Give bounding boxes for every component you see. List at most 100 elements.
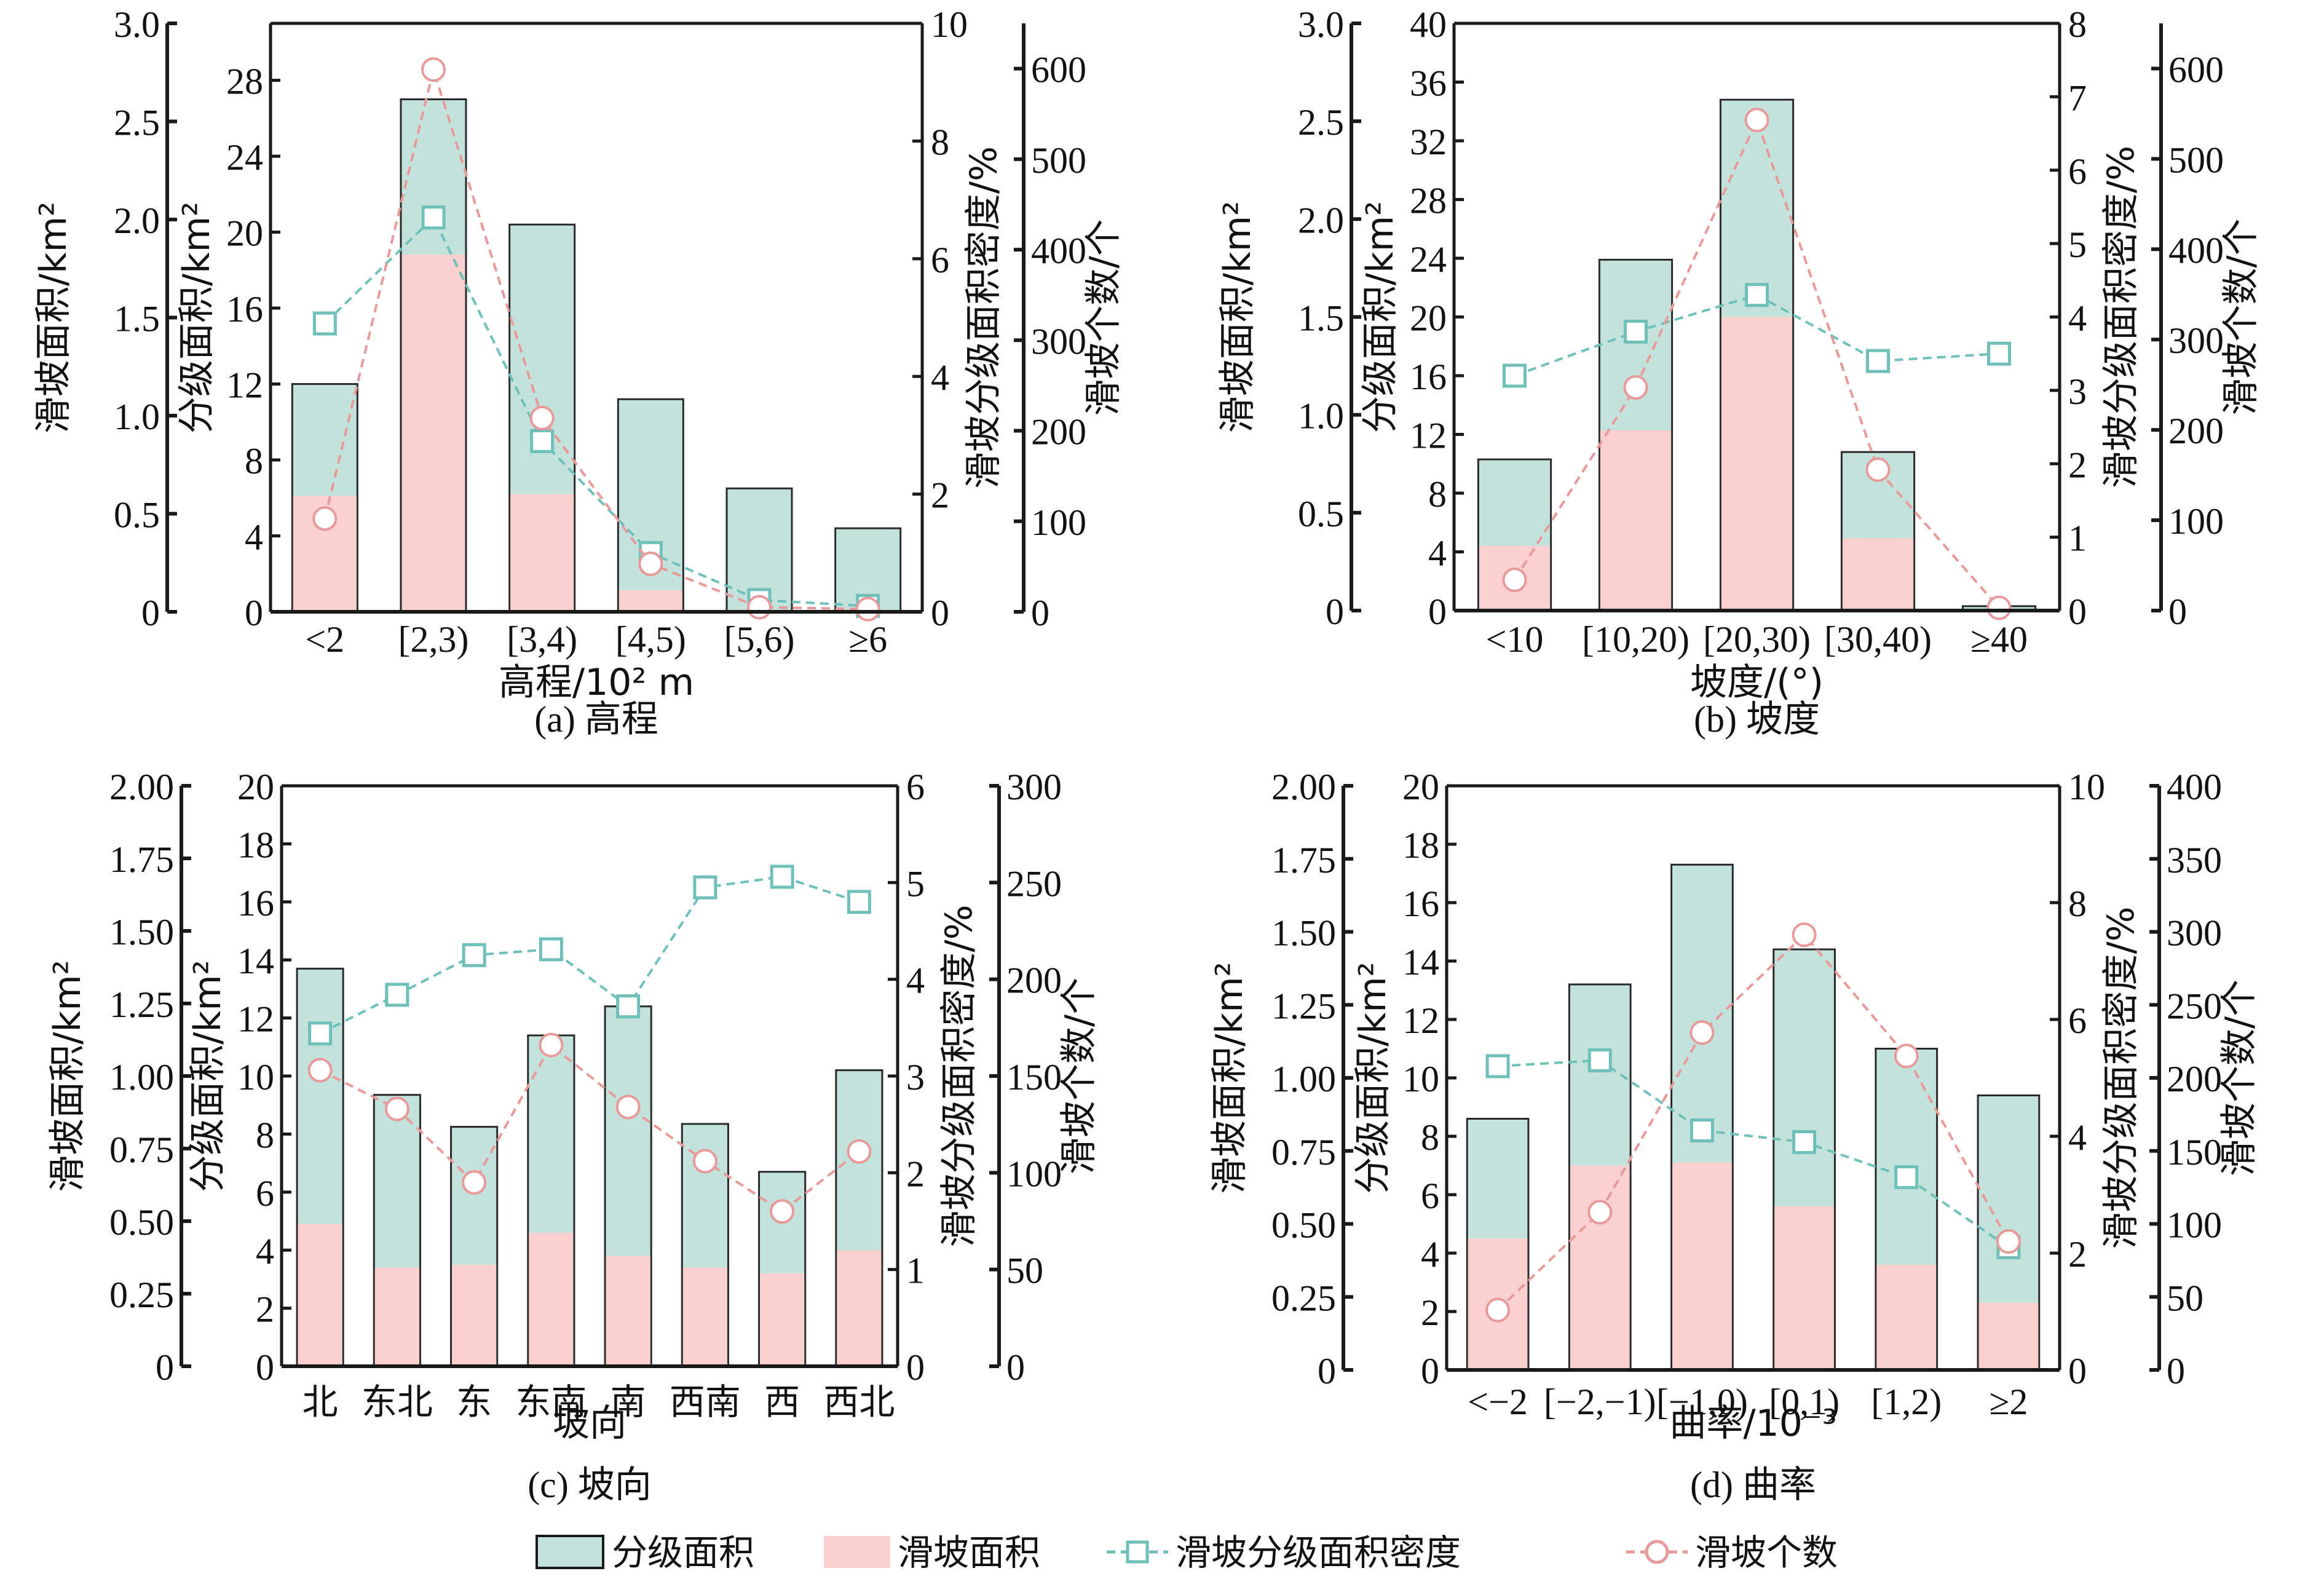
density-point <box>421 205 446 230</box>
y-tick-label: 2.00 <box>109 767 174 807</box>
y-tick-label: 20 <box>237 767 274 807</box>
count-axis-title: 滑坡个数/个 <box>1057 978 1101 1174</box>
y-tick-label: 6 <box>1421 1176 1439 1216</box>
x-tick-label: [0,1) <box>1769 1382 1840 1422</box>
bar-landslide-area <box>1978 1302 2039 1370</box>
y-tick-label: 4 <box>2068 298 2087 339</box>
y-tick-label: 0 <box>1318 1351 1336 1391</box>
chart-panel-a: <2 [2,3) [3,4) [4,5) [5,6) ≥6 0 0.5 1.0 1.5 2.0 2.5… <box>32 4 1125 740</box>
y-tick-label: 4 <box>256 1231 274 1272</box>
panel-caption: (c) 坡向 <box>528 1465 652 1505</box>
area-axis-title: 分级面积/km² <box>1359 201 1402 433</box>
y-tick-label: 8 <box>256 1115 274 1155</box>
y-tick-label: 2.0 <box>1298 200 1344 240</box>
x-axis-title: 坡度/(°) <box>1690 661 1824 704</box>
y-tick-label: 4 <box>931 357 949 398</box>
bar-landslide-area <box>606 1256 650 1366</box>
landslide-area-axis-title: 滑坡面积/km² <box>1208 962 1251 1193</box>
y-tick-label: 200 <box>2168 411 2224 451</box>
x-tick-label: 南 <box>611 1381 646 1423</box>
x-axis-title: 坡向 <box>553 1402 626 1445</box>
y-tick-label: 1.75 <box>1271 840 1336 881</box>
x-tick-label: [5,6) <box>724 619 795 660</box>
y-tick-label: 4 <box>1421 1234 1439 1275</box>
y-tick-label: 0 <box>2167 1351 2185 1391</box>
density-point <box>1587 1048 1612 1072</box>
y-tick-label: 6 <box>2068 151 2087 192</box>
bar-landslide-area <box>298 1224 342 1366</box>
y-tick-label: 600 <box>2168 49 2224 90</box>
y-tick-label: 18 <box>1402 825 1439 866</box>
count-point <box>847 1139 872 1164</box>
y-tick-label: 24 <box>1410 239 1447 280</box>
count-point <box>1894 1043 1919 1069</box>
chart-panel-d: <−2 [−2,−1) [−1,0) [0,1) [1,2) ≥2 0 0.25 0.50 0.7… <box>1208 767 2261 1505</box>
density-point <box>1792 1130 1817 1154</box>
count-point <box>855 596 880 622</box>
y-tick-label: 16 <box>1410 357 1447 397</box>
y-tick-label: 10 <box>237 1057 274 1098</box>
y-tick-label: 2 <box>1421 1292 1439 1333</box>
x-tick-label: [4,5) <box>615 619 686 660</box>
y-tick-label: 500 <box>2168 140 2224 180</box>
density-point <box>693 875 717 900</box>
density-point <box>1745 283 1769 307</box>
y-tick-label: 350 <box>2167 840 2222 881</box>
bar-landslide-area <box>374 1267 419 1366</box>
bar-landslide-area <box>619 590 682 612</box>
count-axis-title: 滑坡个数/个 <box>2218 979 2261 1176</box>
area-axis-title: 分级面积/km² <box>175 202 218 433</box>
y-tick-label: 1.00 <box>1271 1059 1336 1099</box>
y-tick-label: 4 <box>245 517 263 558</box>
y-tick-label: 0.5 <box>114 495 160 536</box>
bar-landslide-area <box>1842 538 1914 611</box>
landslide-area-axis-title: 滑坡面积/km² <box>46 960 89 1192</box>
density-point <box>616 994 641 1019</box>
y-tick-label: 0.50 <box>1271 1205 1336 1246</box>
count-point <box>692 1149 717 1174</box>
y-tick-label: 2.5 <box>1298 102 1344 143</box>
y-tick-label: 1.0 <box>114 397 160 437</box>
count-line <box>319 1043 860 1213</box>
x-tick-label: [10,20) <box>1582 619 1690 660</box>
legend: 分级面积 滑坡面积 滑坡分级面积密度 滑坡个数 <box>536 1532 1838 1573</box>
x-tick-label: ≥40 <box>1970 619 2028 660</box>
count-point <box>1986 595 2012 620</box>
bar-landslide-area <box>1721 317 1793 611</box>
x-tick-label: ≥6 <box>848 619 887 660</box>
y-tick-label: 40 <box>1410 4 1447 45</box>
legend-swatch-landslide-area <box>824 1536 890 1568</box>
density-point <box>1624 319 1648 344</box>
panel-caption: (b) 坡度 <box>1694 699 1820 740</box>
y-tick-label: 2 <box>931 475 949 516</box>
y-tick-label: 7 <box>2068 77 2087 118</box>
y-tick-label: 14 <box>1402 942 1439 983</box>
y-tick-label: 250 <box>1006 863 1062 904</box>
legend-swatch-class-area <box>536 1535 604 1569</box>
y-tick-label: 100 <box>1006 1154 1062 1194</box>
y-tick-label: 0.5 <box>1298 494 1344 534</box>
y-tick-label: 24 <box>226 137 263 178</box>
count-axis-title: 滑坡个数/个 <box>2219 218 2263 415</box>
y-tick-label: 10 <box>931 4 968 45</box>
y-tick-label: 1 <box>906 1251 925 1291</box>
count-point <box>1744 108 1769 133</box>
y-tick-label: 8 <box>245 441 263 481</box>
legend-label-class-area: 分级面积 <box>612 1532 754 1573</box>
y-tick-label: 1.75 <box>109 839 174 880</box>
x-tick-label: [20,30) <box>1703 619 1811 660</box>
legend-label-landslide-area: 滑坡面积 <box>898 1532 1040 1573</box>
x-tick-label: <2 <box>305 619 344 660</box>
y-tick-label: 1 <box>2068 518 2087 559</box>
x-tick-label: 西 <box>764 1381 800 1423</box>
y-tick-label: 0 <box>931 593 949 633</box>
y-tick-label: 0 <box>906 1347 925 1388</box>
y-tick-label: 100 <box>2167 1205 2222 1246</box>
chart-panel-b: <10 [10,20) [20,30) [30,40) ≥40 0 0.5 1.0 1.5 2.0… <box>1216 4 2263 740</box>
y-tick-label: 2 <box>2068 1234 2087 1275</box>
chart-panel-c: 北东北东东南南西南西西北 0 0.25 0.50 0.75 1.00 1.25 1.50 1.7… <box>46 767 1101 1505</box>
density-point <box>1894 1165 1919 1189</box>
count-point <box>307 1058 333 1083</box>
y-tick-label: 400 <box>2167 767 2222 807</box>
